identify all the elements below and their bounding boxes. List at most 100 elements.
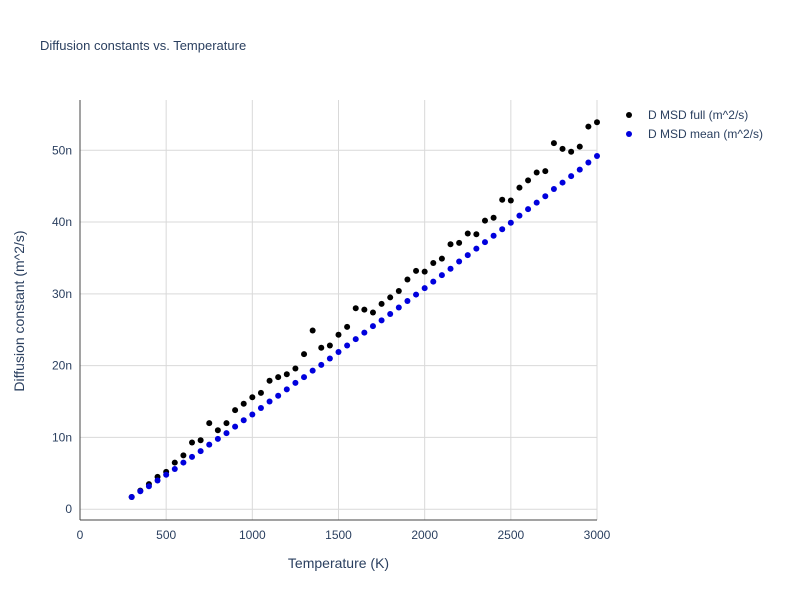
data-point-series-1[interactable] — [189, 439, 196, 446]
data-point-series-1[interactable] — [559, 145, 566, 152]
data-point-series-1[interactable] — [180, 452, 187, 459]
data-point-series-1[interactable] — [499, 196, 506, 203]
data-point-series-1[interactable] — [206, 420, 213, 427]
data-point-series-2[interactable] — [292, 379, 299, 386]
data-point-series-2[interactable] — [438, 272, 445, 279]
data-point-series-2[interactable] — [197, 448, 204, 455]
legend[interactable]: D MSD full (m^2/s) D MSD mean (m^2/s) — [626, 108, 763, 141]
data-point-series-1[interactable] — [171, 459, 178, 466]
data-point-series-2[interactable] — [214, 435, 221, 442]
data-point-series-1[interactable] — [568, 148, 575, 155]
data-point-series-2[interactable] — [594, 153, 600, 159]
data-point-series-1[interactable] — [326, 342, 333, 349]
data-point-series-2[interactable] — [352, 336, 359, 343]
data-point-series-1[interactable] — [404, 276, 411, 283]
data-point-series-2[interactable] — [481, 239, 488, 246]
data-point-series-2[interactable] — [395, 304, 402, 311]
data-point-series-2[interactable] — [542, 193, 549, 200]
data-point-series-2[interactable] — [404, 298, 411, 305]
data-point-series-2[interactable] — [257, 405, 264, 411]
data-point-series-2[interactable] — [128, 494, 135, 501]
data-point-series-2[interactable] — [249, 411, 256, 418]
data-point-series-2[interactable] — [232, 423, 239, 430]
data-point-series-2[interactable] — [576, 166, 583, 173]
data-point-series-1[interactable] — [369, 309, 376, 316]
data-point-series-1[interactable] — [464, 230, 471, 237]
data-point-series-2[interactable] — [568, 173, 575, 180]
data-point-series-1[interactable] — [438, 255, 445, 262]
data-point-series-1[interactable] — [447, 241, 454, 248]
data-point-series-1[interactable] — [576, 143, 583, 150]
data-point-series-2[interactable] — [154, 477, 161, 484]
data-point-series-2[interactable] — [473, 245, 480, 252]
data-point-series-2[interactable] — [189, 453, 196, 460]
data-point-series-2[interactable] — [344, 342, 351, 349]
data-point-series-1[interactable] — [542, 168, 549, 175]
data-point-series-2[interactable] — [516, 212, 523, 219]
data-point-series-1[interactable] — [309, 327, 316, 334]
data-point-series-1[interactable] — [361, 306, 368, 313]
data-point-series-1[interactable] — [481, 217, 488, 224]
data-point-series-2[interactable] — [318, 361, 325, 368]
data-point-series-1[interactable] — [413, 267, 420, 274]
data-point-series-2[interactable] — [171, 466, 178, 473]
data-point-series-2[interactable] — [309, 367, 316, 374]
data-point-series-1[interactable] — [214, 427, 221, 434]
data-point-series-2[interactable] — [335, 349, 342, 355]
data-point-series-2[interactable] — [326, 355, 333, 362]
data-point-series-2[interactable] — [369, 323, 376, 330]
data-point-series-1[interactable] — [240, 400, 247, 407]
legend-label-series-2[interactable]: D MSD mean (m^2/s) — [648, 127, 763, 141]
data-point-series-1[interactable] — [594, 119, 600, 126]
data-point-series-2[interactable] — [378, 317, 385, 324]
data-point-series-1[interactable] — [421, 268, 428, 275]
data-point-series-2[interactable] — [206, 441, 213, 448]
data-point-series-1[interactable] — [387, 294, 394, 301]
data-point-series-1[interactable] — [257, 389, 264, 396]
data-point-series-2[interactable] — [507, 219, 514, 226]
data-point-series-1[interactable] — [550, 140, 557, 147]
data-point-series-1[interactable] — [292, 365, 299, 372]
data-point-series-2[interactable] — [490, 232, 497, 239]
data-point-series-2[interactable] — [550, 186, 557, 193]
data-point-series-2[interactable] — [223, 430, 230, 437]
data-point-series-2[interactable] — [559, 179, 566, 186]
data-point-series-1[interactable] — [266, 377, 273, 384]
data-point-series-2[interactable] — [464, 252, 471, 259]
data-point-series-1[interactable] — [223, 420, 230, 427]
data-point-series-1[interactable] — [456, 239, 463, 246]
data-point-series-1[interactable] — [533, 169, 540, 176]
data-point-series-2[interactable] — [180, 459, 187, 466]
data-point-series-2[interactable] — [421, 285, 428, 292]
data-point-series-2[interactable] — [163, 471, 170, 478]
data-point-series-2[interactable] — [525, 206, 532, 213]
data-point-series-1[interactable] — [473, 231, 480, 238]
data-point-series-1[interactable] — [352, 305, 359, 312]
data-point-series-1[interactable] — [507, 197, 514, 204]
data-point-series-2[interactable] — [283, 386, 290, 393]
data-point-series-1[interactable] — [585, 123, 592, 130]
legend-label-series-1[interactable]: D MSD full (m^2/s) — [648, 108, 748, 122]
data-point-series-2[interactable] — [275, 392, 282, 399]
data-point-series-2[interactable] — [145, 483, 152, 490]
data-point-series-1[interactable] — [430, 259, 437, 266]
data-point-series-1[interactable] — [275, 374, 282, 381]
data-point-series-2[interactable] — [499, 226, 506, 233]
data-point-series-2[interactable] — [585, 159, 592, 166]
data-point-series-2[interactable] — [430, 278, 437, 285]
data-point-series-2[interactable] — [387, 310, 394, 317]
data-point-series-1[interactable] — [516, 184, 523, 191]
data-point-series-2[interactable] — [240, 417, 247, 424]
data-point-series-1[interactable] — [283, 371, 290, 378]
data-point-series-1[interactable] — [232, 407, 239, 414]
data-point-series-1[interactable] — [318, 344, 325, 351]
data-point-series-2[interactable] — [413, 291, 420, 298]
data-point-series-1[interactable] — [395, 287, 402, 294]
data-point-series-1[interactable] — [525, 177, 532, 184]
data-point-series-2[interactable] — [447, 265, 454, 272]
data-point-series-1[interactable] — [301, 351, 308, 358]
data-point-series-2[interactable] — [137, 488, 144, 495]
data-point-series-2[interactable] — [301, 374, 308, 381]
data-point-series-1[interactable] — [335, 331, 342, 338]
data-point-series-2[interactable] — [361, 329, 368, 336]
